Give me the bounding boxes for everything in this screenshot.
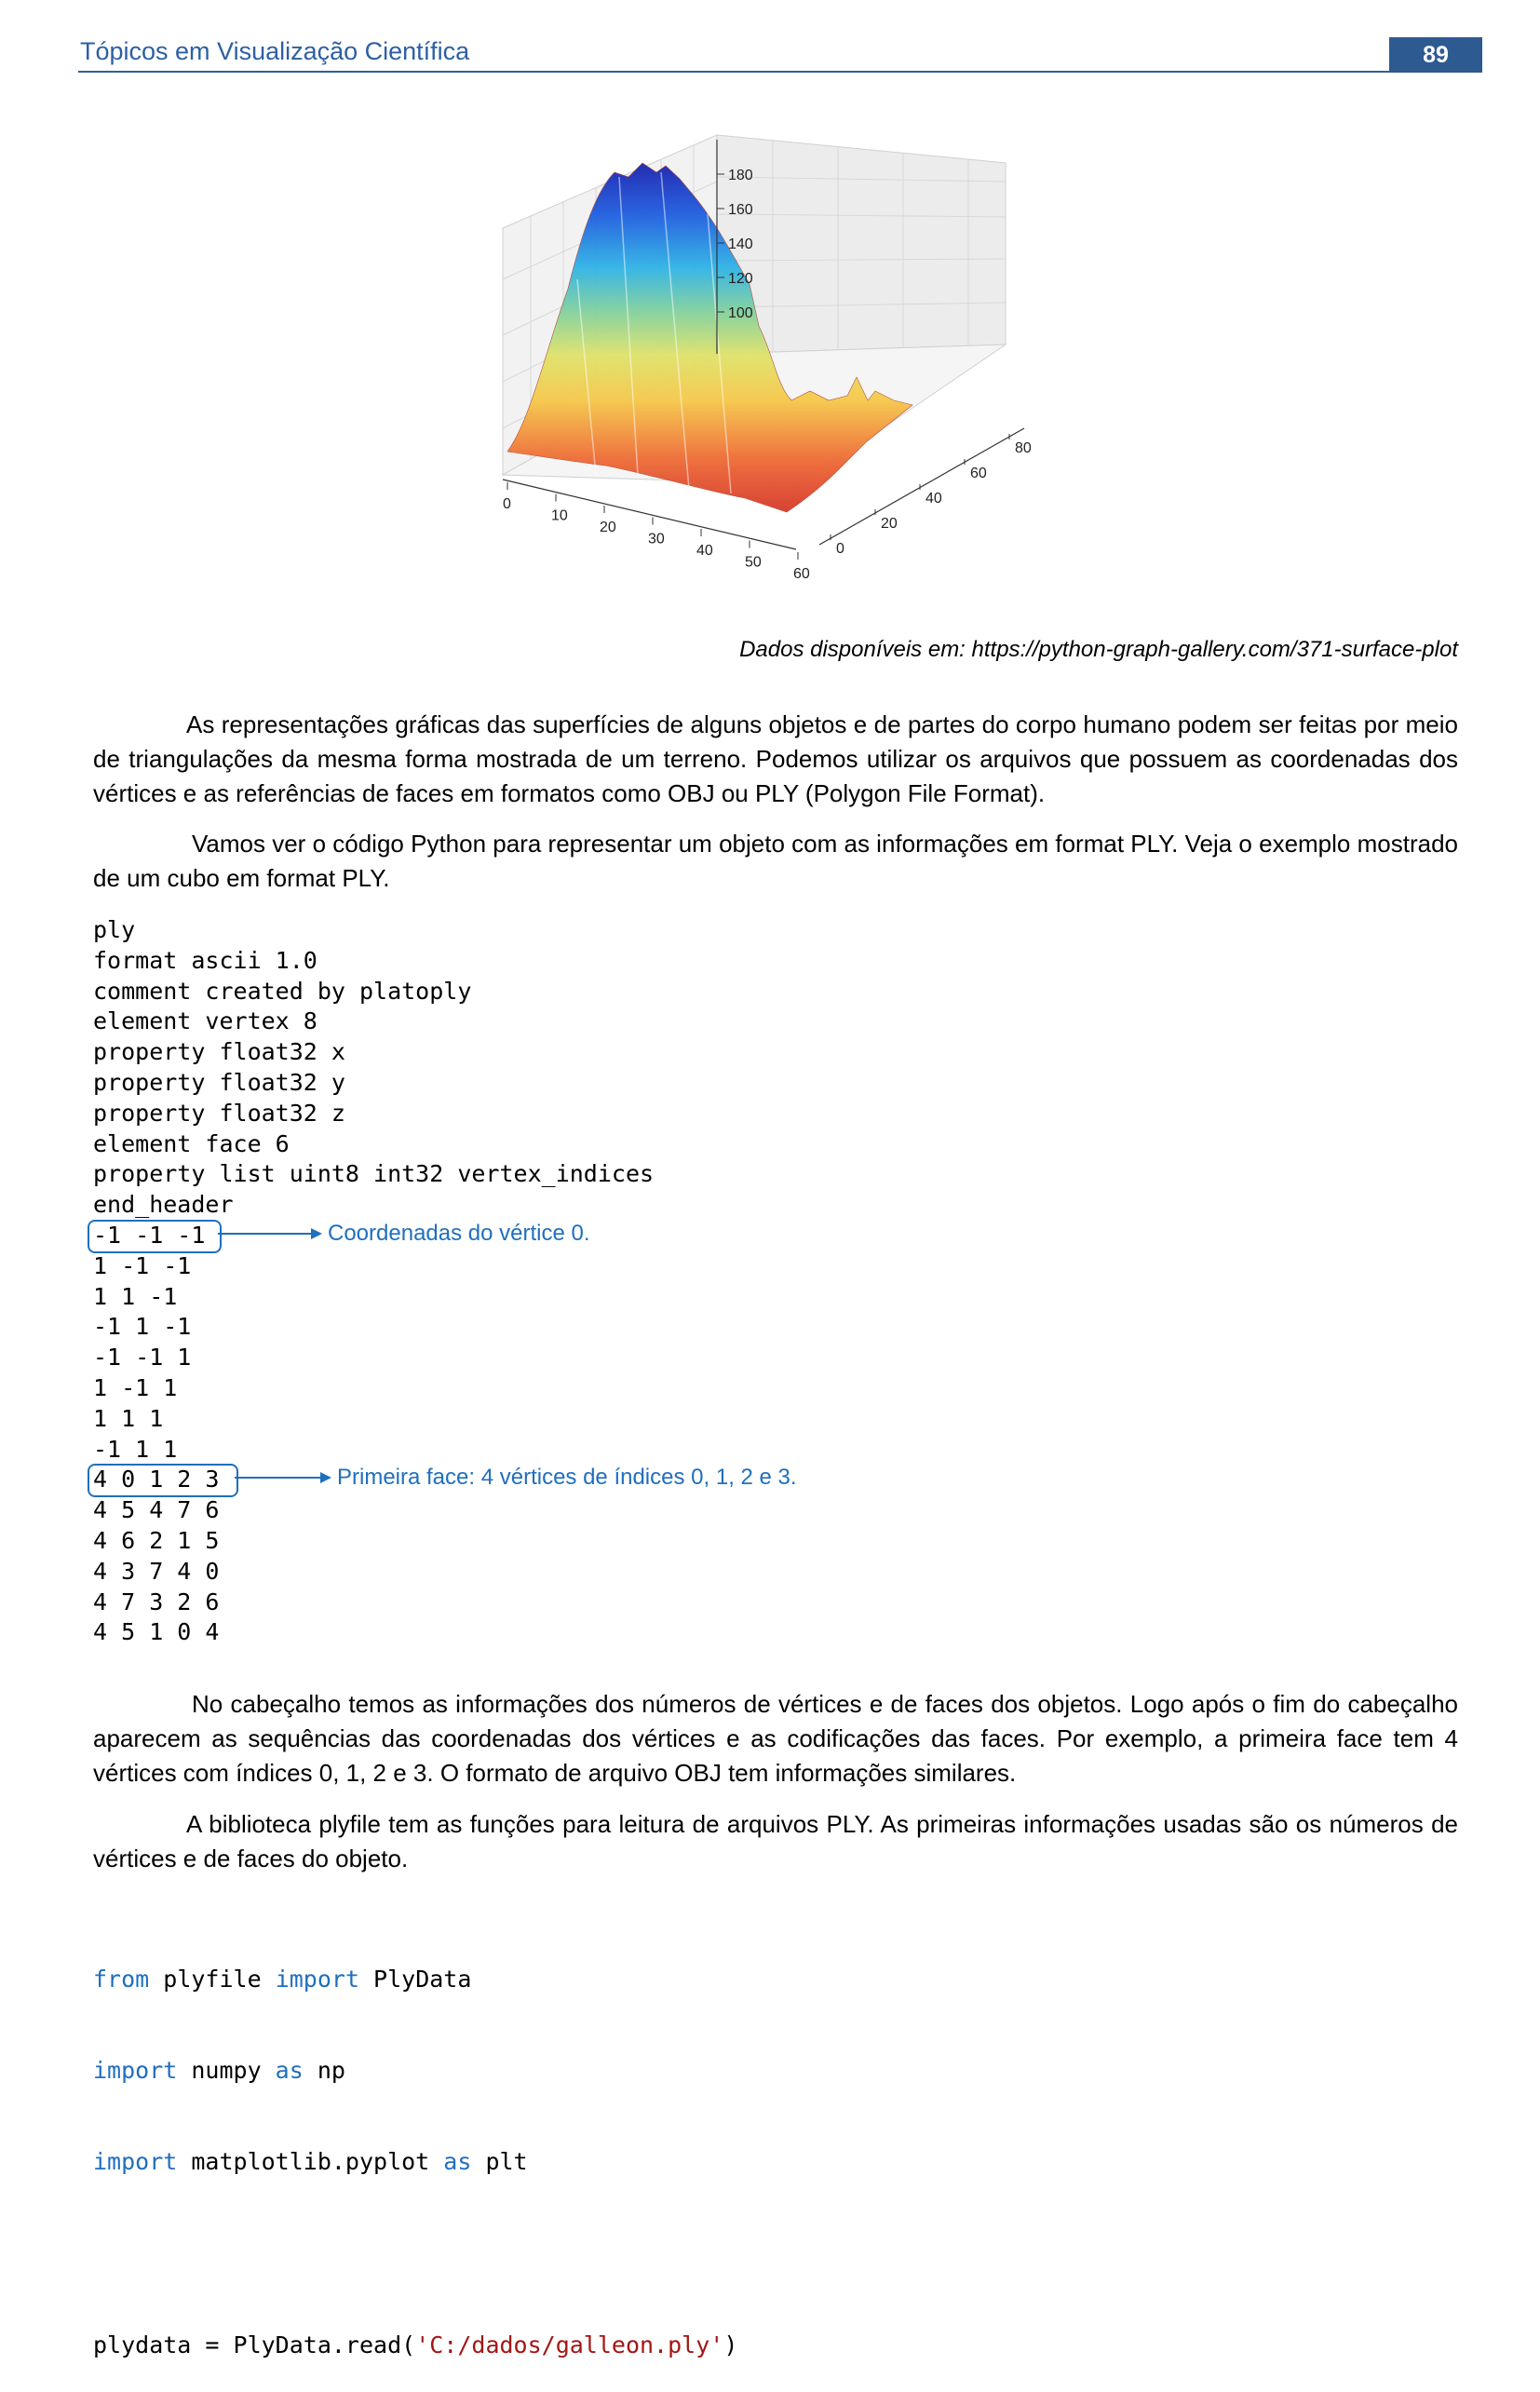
ply-code-line: 4 0 1 2 3 — [93, 1466, 220, 1493]
vertex-arrow-icon — [218, 1228, 322, 1239]
z-tick-labels: 100 120 140 160 180 — [717, 168, 753, 321]
code-line-read-ply: plydata = PlyData.read('C:/dados/galleon… — [93, 2331, 738, 2359]
z-tick-label: 140 — [728, 236, 753, 252]
ply-code-line: 4 5 1 0 4 — [93, 1618, 220, 1646]
code-line-import-matplotlib: import matplotlib.pyplot as plt — [93, 2148, 528, 2176]
paragraph-ply-intro: Vamos ver o código Python para represent… — [93, 830, 1458, 892]
ply-code-line: comment created by platoply — [93, 977, 472, 1005]
x-tick-label: 60 — [793, 566, 810, 582]
ply-code-line: -1 1 -1 — [93, 1313, 192, 1341]
ply-code-line: end_header — [93, 1191, 234, 1219]
x-axis-line — [502, 479, 797, 550]
ply-code-line: element vertex 8 — [93, 1007, 317, 1035]
ply-code-line: property list uint8 int32 vertex_indices — [93, 1160, 655, 1188]
ply-code-line: format ascii 1.0 — [93, 946, 317, 974]
vertex-highlight-box — [88, 1220, 222, 1253]
back-pane — [716, 134, 1006, 355]
paragraph-header-explanation: No cabeçalho temos as informações dos nú… — [93, 1690, 1458, 1787]
code-line-blank — [93, 2239, 737, 2270]
ply-code-line: 1 1 1 — [93, 1404, 164, 1432]
page-number: 89 — [1389, 37, 1482, 73]
ply-code-line: 4 6 2 1 5 — [93, 1526, 220, 1554]
z-tick-label: 120 — [728, 271, 753, 287]
ply-code-line: element face 6 — [93, 1129, 290, 1157]
surface-plot-figure: 100 120 140 160 180 0 10 20 30 40 50 60 0 20 40 60 80 — [466, 121, 1099, 624]
paragraph-plyfile-library: A biblioteca plyfile tem as funções para… — [93, 1810, 1458, 1872]
y-tick-label: 40 — [925, 491, 942, 507]
paragraph-triangulation: As representações gráficas das superfíci… — [93, 710, 1458, 807]
x-tick-label: 30 — [648, 532, 665, 547]
ply-code-line: property float32 z — [93, 1099, 345, 1127]
y-tick-label: 80 — [1015, 440, 1032, 456]
ply-code-line: 4 7 3 2 6 — [93, 1588, 220, 1615]
surface-ridges — [576, 171, 732, 494]
y-tick-label: 0 — [836, 541, 844, 557]
header-rule — [78, 71, 1482, 73]
surface-plot-svg: 100 120 140 160 180 0 10 20 30 40 50 60 0 20 40 60 80 — [501, 134, 1032, 582]
x-tick-labels: 0 10 20 30 40 50 60 — [503, 482, 810, 582]
z-tick-label: 160 — [728, 202, 753, 218]
x-tick-label: 40 — [696, 543, 713, 559]
code-line-import-plydata: from plyfile import PlyData — [93, 1965, 472, 1993]
ply-code-line: -1 1 1 — [93, 1435, 178, 1463]
code-line-import-numpy: import numpy as np — [93, 2056, 345, 2084]
face-highlight-box — [88, 1464, 238, 1497]
ply-code-line: 4 5 4 7 6 — [93, 1496, 220, 1524]
y-tick-label: 60 — [970, 466, 987, 481]
face-arrow-icon — [235, 1472, 331, 1483]
x-tick-label: 10 — [551, 508, 568, 524]
x-tick-label: 20 — [600, 520, 616, 535]
ply-code-line: 4 3 7 4 0 — [93, 1557, 220, 1585]
y-axis-line — [818, 427, 1025, 546]
y-tick-label: 20 — [881, 516, 898, 532]
ply-code-line: property float32 y — [93, 1068, 345, 1096]
surface-mesh — [507, 162, 913, 513]
ply-code-line: 1 1 -1 — [93, 1282, 178, 1310]
x-tick-label: 0 — [503, 496, 511, 512]
face-annotation: Primeira face: 4 vértices de índices 0, … — [337, 1465, 797, 1490]
figure-caption: Dados disponíveis em: https://python-gra… — [739, 637, 1458, 662]
z-tick-label: 180 — [728, 168, 753, 183]
ply-code-line: -1 -1 -1 — [93, 1221, 206, 1249]
ply-code-line: -1 -1 1 — [93, 1344, 192, 1372]
ply-code-line: 1 -1 1 — [93, 1373, 178, 1401]
z-tick-label: 100 — [728, 305, 753, 321]
python-code-block: from plyfile import PlyData import numpy… — [93, 1903, 737, 2392]
y-tick-labels: 0 20 40 60 80 — [830, 434, 1032, 557]
ply-code-block: ply format ascii 1.0 comment created by pl… — [93, 915, 654, 1648]
ply-code-line: ply — [93, 916, 136, 943]
vertex-annotation: Coordenadas do vértice 0. — [328, 1221, 590, 1246]
x-tick-label: 50 — [745, 555, 762, 571]
ply-code-line: 1 -1 -1 — [93, 1251, 192, 1279]
ply-code-line: property float32 x — [93, 1038, 345, 1066]
running-header-title: Tópicos em Visualização Científica — [80, 37, 470, 65]
